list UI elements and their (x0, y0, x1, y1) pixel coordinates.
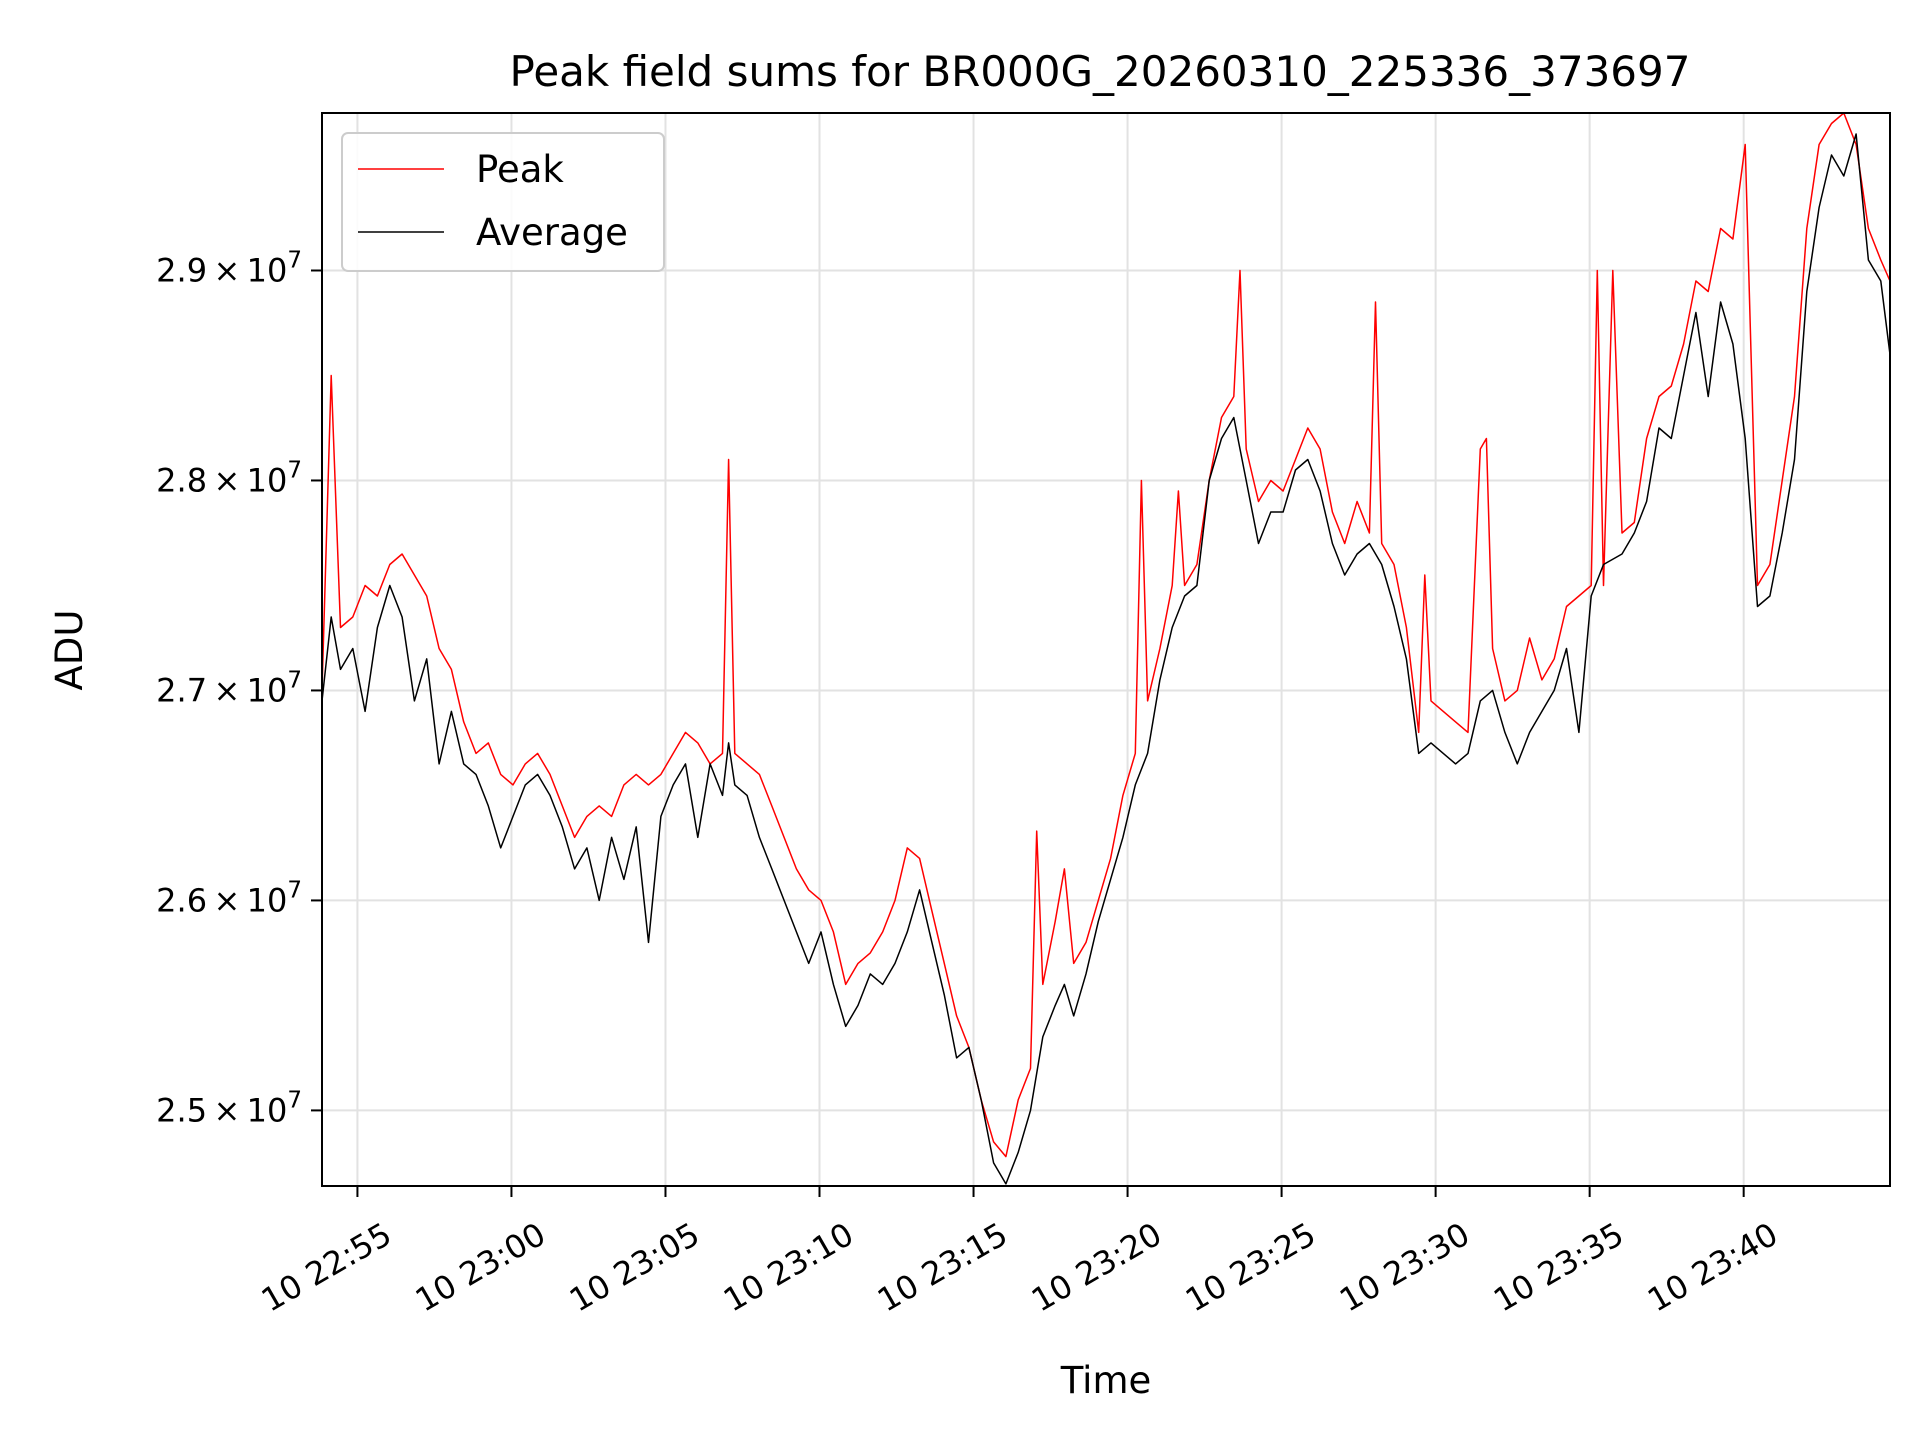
plot-area-frame (321, 112, 1891, 1187)
gridlines (322, 113, 1890, 1186)
series-lines (322, 113, 1890, 1185)
series-line-peak (322, 113, 1890, 1158)
legend-box (341, 132, 665, 272)
y-axis-ticks: 2.5 × 107 2.6 × 107 2.7 × 107 2.8 × 107 2.9 … (156, 247, 322, 1129)
y-tick-label: 2.9 × 107 (156, 247, 302, 289)
legend-label-average: Average (476, 211, 628, 254)
chart-title: Peak field sums for BR000G_20260310_2253… (510, 47, 1691, 96)
x-axis-label: Time (1060, 1359, 1152, 1402)
series-line-average (322, 133, 1890, 1185)
y-tick-label: 2.5 × 107 (156, 1087, 302, 1129)
y-tick-label: 2.6 × 107 (156, 877, 302, 919)
y-axis-label: ADU (48, 610, 91, 691)
y-tick-label: 2.7 × 107 (156, 667, 302, 709)
legend: Peak Average (341, 132, 665, 272)
legend-label-peak: Peak (476, 148, 564, 191)
y-tick-label: 2.8 × 107 (156, 457, 302, 499)
